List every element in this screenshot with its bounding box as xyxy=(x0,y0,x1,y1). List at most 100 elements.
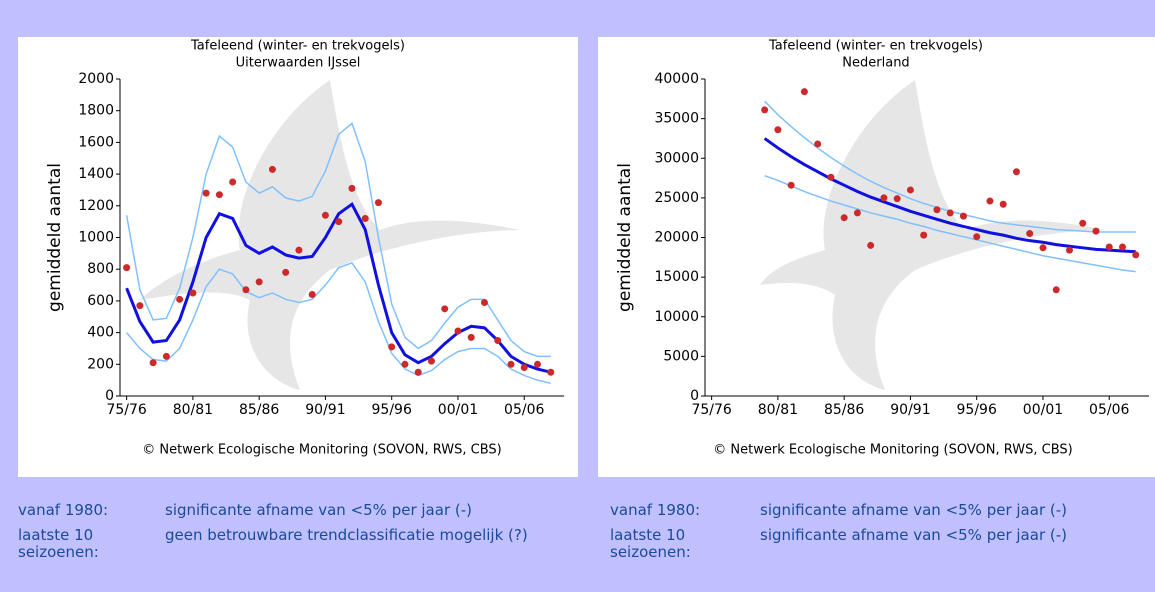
data-point xyxy=(176,295,184,303)
data-point xyxy=(880,194,888,202)
y-axis-label: gemiddeld aantal xyxy=(45,163,65,312)
chart-title: Tafeleend (winter- en trekvogels) xyxy=(190,39,405,54)
data-point xyxy=(867,241,875,249)
line-series xyxy=(763,137,1136,254)
data-point xyxy=(774,126,782,134)
line-series xyxy=(125,122,551,358)
y-tick-label: 35000 xyxy=(654,111,699,127)
y-tick-label: 1400 xyxy=(78,166,114,182)
data-point xyxy=(255,278,263,286)
y-tick-label: 1200 xyxy=(78,198,114,214)
line-series xyxy=(125,201,552,374)
data-point xyxy=(242,286,250,294)
line-series xyxy=(764,174,1136,273)
y-tick-label: 25000 xyxy=(654,190,699,206)
trend-block: vanaf 1980: significante afname van <5% p… xyxy=(18,502,565,569)
data-point xyxy=(467,333,475,341)
data-point xyxy=(480,298,488,306)
data-point xyxy=(321,211,329,219)
data-point xyxy=(1092,227,1100,235)
trend-row: laatste 10 seizoenen: geen betrouwbare tr… xyxy=(18,527,565,561)
y-tick-label: 0 xyxy=(690,388,699,404)
chart-subtitle: Nederland xyxy=(842,56,909,71)
data-point xyxy=(1039,244,1047,252)
x-tick-label: 85/86 xyxy=(239,402,279,418)
data-point xyxy=(229,178,237,186)
data-point xyxy=(401,360,409,368)
y-tick-label: 2000 xyxy=(78,71,114,87)
data-point xyxy=(215,191,223,199)
y-tick-label: 400 xyxy=(87,325,114,341)
y-tick-label: 1000 xyxy=(78,230,114,246)
data-point xyxy=(507,360,515,368)
x-tick-label: 00/01 xyxy=(438,402,478,418)
data-point xyxy=(361,214,369,222)
data-point xyxy=(454,327,462,335)
data-point xyxy=(388,343,396,351)
data-point xyxy=(827,173,835,181)
y-tick-label: 20000 xyxy=(654,230,699,246)
data-point xyxy=(162,352,170,360)
data-point xyxy=(986,197,994,205)
data-point xyxy=(800,88,808,96)
trend-label: laatste 10 seizoenen: xyxy=(18,526,99,561)
data-point xyxy=(761,106,769,114)
data-point xyxy=(282,268,290,276)
data-point xyxy=(520,363,528,371)
x-tick-label: 80/81 xyxy=(173,402,213,418)
y-axis-label: gemiddeld aantal xyxy=(615,163,635,312)
trend-label: vanaf 1980: xyxy=(610,501,701,519)
line-series xyxy=(126,261,551,385)
data-point xyxy=(202,189,210,197)
data-point xyxy=(136,302,144,310)
data-point xyxy=(973,233,981,241)
chart-title: Tafeleend (winter- en trekvogels) xyxy=(768,39,983,54)
trend-row: vanaf 1980: significante afname van <5% p… xyxy=(610,502,1155,519)
data-point xyxy=(814,140,822,148)
data-point xyxy=(1065,246,1073,254)
data-point xyxy=(533,360,541,368)
x-tick-label: 90/91 xyxy=(890,402,930,418)
data-point xyxy=(1105,243,1113,251)
source-note: © Netwerk Ecologische Monitoring (SOVON,… xyxy=(713,443,1072,458)
data-point xyxy=(920,231,928,239)
x-tick-label: 95/96 xyxy=(372,402,412,418)
x-tick-label: 80/81 xyxy=(758,402,798,418)
trend-row: vanaf 1980: significante afname van <5% p… xyxy=(18,502,565,519)
data-point xyxy=(999,200,1007,208)
trend-block: vanaf 1980: significante afname van <5% p… xyxy=(610,502,1155,569)
data-point xyxy=(547,368,555,376)
trend-text: geen betrouwbare trendclassificatie moge… xyxy=(165,526,528,544)
trend-text: significante afname van <5% per jaar (-) xyxy=(165,501,472,519)
y-tick-label: 600 xyxy=(87,293,114,309)
trend-label: vanaf 1980: xyxy=(18,501,109,519)
data-point xyxy=(268,165,276,173)
data-point xyxy=(441,305,449,313)
x-tick-label: 90/91 xyxy=(305,402,345,418)
y-tick-label: 30000 xyxy=(654,150,699,166)
data-point xyxy=(787,181,795,189)
data-point xyxy=(123,264,131,272)
data-point xyxy=(1118,243,1126,251)
data-point xyxy=(1026,230,1034,238)
y-tick-label: 10000 xyxy=(654,309,699,325)
data-point xyxy=(427,357,435,365)
chart-subtitle: Uiterwaarden IJssel xyxy=(236,56,361,71)
y-tick-label: 1800 xyxy=(78,103,114,119)
data-point xyxy=(840,214,848,222)
data-point xyxy=(414,368,422,376)
data-point xyxy=(348,184,356,192)
x-tick-label: 95/96 xyxy=(957,402,997,418)
data-point xyxy=(295,246,303,254)
y-tick-label: 1600 xyxy=(78,134,114,150)
source-note: © Netwerk Ecologische Monitoring (SOVON,… xyxy=(142,443,501,458)
x-tick-label: 85/86 xyxy=(824,402,864,418)
data-point xyxy=(335,218,343,226)
bird-silhouette xyxy=(140,80,1105,390)
trend-text: significante afname van <5% per jaar (-) xyxy=(760,526,1067,544)
x-tick-label: 75/76 xyxy=(106,402,146,418)
y-tick-label: 15000 xyxy=(654,269,699,285)
trend-label: laatste 10 seizoenen: xyxy=(610,526,691,561)
